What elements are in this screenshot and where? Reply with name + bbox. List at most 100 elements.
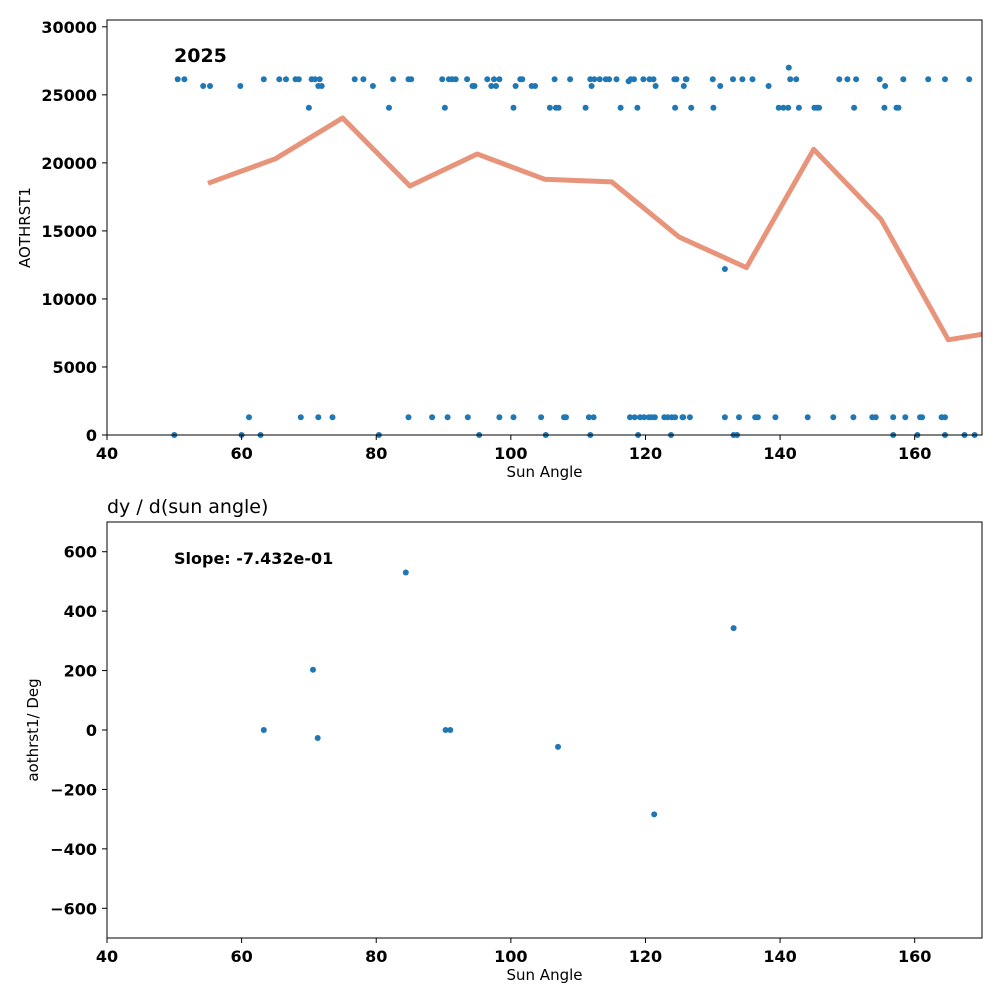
data-point [606, 76, 613, 83]
data-point [881, 104, 888, 111]
data-point [439, 76, 446, 83]
x-tick-label: 100 [494, 444, 527, 463]
y-tick-label: 5000 [52, 358, 97, 377]
y-tick-label: −200 [50, 780, 97, 799]
data-point [772, 414, 779, 421]
data-point [237, 83, 244, 89]
x-tick-label: 140 [763, 947, 796, 966]
data-point [709, 76, 716, 83]
chart-annotation: Slope: -7.432e-01 [174, 549, 333, 568]
plot-frame [106, 19, 983, 436]
data-point [316, 76, 323, 83]
y-tick-label: 25000 [41, 86, 97, 105]
data-point [680, 414, 687, 421]
data-point [795, 104, 802, 111]
data-point [405, 414, 412, 421]
data-point [305, 104, 312, 111]
data-point [688, 104, 695, 111]
data-point [925, 76, 932, 83]
data-point [207, 83, 213, 89]
data-point [683, 76, 690, 83]
data-point [730, 76, 736, 83]
data-point [780, 104, 787, 111]
data-point [640, 76, 647, 83]
data-point [634, 104, 641, 111]
data-point [785, 104, 792, 111]
data-point [853, 76, 860, 83]
data-point [672, 104, 679, 111]
data-point [312, 76, 318, 83]
data-point [590, 414, 597, 421]
x-tick-label: 160 [898, 947, 931, 966]
data-point [673, 76, 680, 83]
x-tick-label: 160 [898, 444, 931, 463]
data-point [402, 569, 409, 576]
data-point [496, 76, 503, 83]
data-point [442, 727, 449, 733]
y-tick-label: 0 [86, 426, 97, 445]
data-point [464, 76, 471, 83]
data-point [631, 76, 637, 83]
data-point [942, 414, 948, 421]
data-point [680, 83, 687, 89]
data-point [444, 414, 451, 421]
data-point [585, 414, 592, 421]
data-point [493, 83, 499, 89]
y-axis-label: AOTHRST1 [16, 187, 34, 268]
data-point [641, 414, 648, 421]
y-tick-label: 15000 [41, 222, 97, 241]
data-point [260, 76, 267, 83]
data-point [966, 76, 973, 83]
data-point [787, 76, 794, 83]
data-point [464, 414, 471, 421]
data-point [902, 414, 909, 421]
data-point [730, 625, 737, 632]
data-point [617, 104, 624, 111]
data-point [555, 104, 562, 111]
data-point [246, 414, 252, 421]
data-point [651, 811, 658, 818]
y-tick-label: 0 [86, 721, 97, 740]
data-point [351, 76, 358, 83]
data-point [631, 414, 638, 421]
data-point [174, 76, 181, 83]
data-point [890, 414, 897, 421]
data-point [538, 414, 545, 421]
data-point [736, 414, 742, 421]
data-point [739, 76, 746, 83]
data-point [488, 83, 495, 89]
y-tick-label: 200 [64, 662, 97, 681]
data-point [546, 104, 553, 111]
data-point [512, 83, 519, 89]
data-point [686, 414, 693, 421]
data-point [650, 76, 657, 83]
x-axis-label: Sun Angle [507, 463, 583, 481]
data-point [200, 83, 207, 89]
data-point [591, 76, 598, 83]
x-tick-label: 80 [365, 444, 387, 463]
data-point [408, 76, 415, 83]
y-tick-label: 20000 [41, 154, 97, 173]
data-point [596, 76, 603, 83]
data-point [310, 666, 316, 673]
data-point [836, 76, 843, 83]
data-point [555, 743, 561, 750]
x-tick-label: 80 [365, 947, 387, 966]
data-point [390, 76, 397, 83]
data-point [276, 76, 283, 83]
data-point [283, 76, 289, 83]
data-point [627, 414, 633, 421]
data-point [785, 64, 792, 71]
top-chart-panel: 40 60 80 100 120 140 160 0 5000 10000 15000 20000 25… [16, 18, 983, 481]
data-point [329, 414, 336, 421]
data-point [876, 76, 883, 83]
data-point [765, 83, 772, 89]
x-tick-label: 140 [763, 444, 796, 463]
data-point [510, 414, 517, 421]
data-point [872, 414, 879, 421]
data-point [850, 414, 857, 421]
x-tick-label: 120 [629, 947, 662, 966]
data-point [721, 414, 728, 421]
trend-line [207, 115, 983, 343]
data-point [295, 76, 302, 83]
